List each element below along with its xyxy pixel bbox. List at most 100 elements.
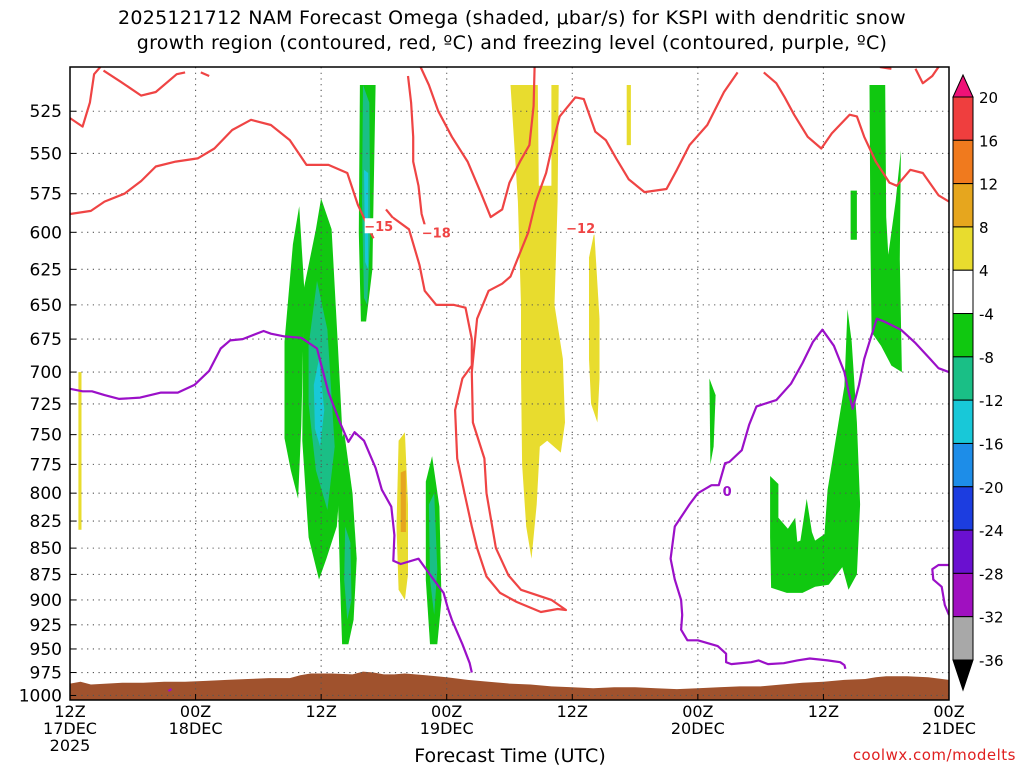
colorbar-bin xyxy=(952,226,974,271)
omega-region-yellow-4 xyxy=(626,85,631,146)
omega-region-yellow-2 xyxy=(510,85,565,559)
fzl-freezing-level-3 xyxy=(931,563,949,616)
y-tick-label: 600 xyxy=(30,223,62,243)
y-tick-label: 825 xyxy=(30,512,62,532)
colorbar-bin xyxy=(952,356,974,401)
fzl-freezing-level-1 xyxy=(70,329,473,673)
y-tick-label: 700 xyxy=(30,363,62,383)
x-tick-label: 12Z xyxy=(305,702,336,721)
colorbar-label: -36 xyxy=(979,652,1004,670)
colorbar-label: -8 xyxy=(979,349,994,367)
omega-region-green-7 xyxy=(770,309,861,593)
y-tick-label: 775 xyxy=(30,455,62,475)
colorbar-label: 8 xyxy=(979,219,989,237)
colorbar-label: -32 xyxy=(979,609,1004,627)
x-tick-label: 20DEC xyxy=(671,719,725,738)
y-tick-label: 975 xyxy=(30,664,62,684)
omega-region-green-9 xyxy=(850,190,857,240)
colorbar-label: -24 xyxy=(979,522,1004,540)
colorbar-bin xyxy=(952,529,974,574)
dgz-contour-minus12 xyxy=(70,67,102,128)
y-tick-label: 900 xyxy=(30,591,62,611)
y-tick-label: 625 xyxy=(30,260,62,280)
omega-region-cyan-1 xyxy=(313,359,325,447)
fzl-label-freezing-level-2: 0 xyxy=(723,485,732,500)
dgz-contour-minus12d xyxy=(763,71,949,203)
colorbar-label: -28 xyxy=(979,565,1004,583)
y-tick-label: 875 xyxy=(30,565,62,585)
colorbar-label: 20 xyxy=(979,89,998,107)
x-tick-label: 12Z xyxy=(808,702,839,721)
x-tick-label: 00Z xyxy=(682,702,713,721)
colorbar-label: 12 xyxy=(979,176,998,194)
fzl-freezing-level-4 xyxy=(167,688,173,692)
omega-region-teal-2 xyxy=(344,526,352,620)
dgz-contour-minus12c xyxy=(200,71,210,78)
dgz-contour-minus15b xyxy=(385,71,739,614)
colorbar-bin xyxy=(952,313,974,358)
y-tick-label: 650 xyxy=(30,296,62,316)
fzl-freezing-level-2 xyxy=(669,317,949,670)
dgz-label-contour-minus18: −18 xyxy=(422,226,451,241)
x-tick-label: 00Z xyxy=(933,702,964,721)
credit-link[interactable]: coolwx.com/modelts xyxy=(852,746,1016,764)
y-tick-label: 800 xyxy=(30,484,62,504)
dgz-contour-minus18 xyxy=(406,75,426,226)
colorbar-bin xyxy=(952,572,974,618)
colorbar-bin xyxy=(952,486,974,531)
dgz-contour-minus12e xyxy=(914,67,940,85)
omega-region-green-1 xyxy=(284,206,305,499)
y-tick-label: 925 xyxy=(30,616,62,636)
x-tick-label: 12Z xyxy=(54,702,85,721)
colorbar-top-arrow xyxy=(952,73,974,98)
chart-title-line-2: growth region (contoured, red, ºC) and f… xyxy=(136,32,888,54)
x-tick-label: 00Z xyxy=(431,702,462,721)
colorbar-bin xyxy=(952,139,974,185)
dgz-label-contour-minus12: −12 xyxy=(566,222,595,237)
omega-region-teal-4 xyxy=(428,493,438,615)
y-tick-label: 850 xyxy=(30,539,62,559)
y-tick-label: 750 xyxy=(30,426,62,446)
plot-frame xyxy=(69,66,950,701)
omega-region-green-8 xyxy=(869,85,902,373)
x-tick-label: 18DEC xyxy=(169,719,223,738)
omega-region-green-6 xyxy=(709,378,716,465)
dgz-contour-minus18b xyxy=(419,67,536,219)
colorbar-label: -20 xyxy=(979,479,1004,497)
y-tick-label: 525 xyxy=(30,102,62,122)
colorbar-bin xyxy=(952,96,974,141)
y-tick-label: 675 xyxy=(30,330,62,350)
y-tick-label: 950 xyxy=(30,640,62,660)
dgz-label-contour-minus12-bg xyxy=(566,219,595,235)
omega-region-yellow-3 xyxy=(589,232,600,423)
x-tick-label: 19DEC xyxy=(420,719,474,738)
chart-title-line-1: 2025121712 NAM Forecast Omega (shaded, μ… xyxy=(117,7,907,29)
y-tick-label: 575 xyxy=(30,185,62,205)
y-tick-label: 550 xyxy=(30,144,62,164)
colorbar-bin xyxy=(952,442,974,488)
y-tick-label: 1000 xyxy=(19,686,62,706)
fzl-label-freezing-level-2-bg xyxy=(721,482,734,498)
x-tick-label: 00Z xyxy=(180,702,211,721)
dgz-contour-minus15 xyxy=(70,118,375,239)
colorbar-label: 4 xyxy=(979,262,989,280)
omega-region-yellow-1 xyxy=(78,372,82,530)
x-tick-label: 17DEC xyxy=(43,719,97,738)
omega-region-orange-1 xyxy=(400,470,406,532)
colorbar-label: 16 xyxy=(979,132,998,150)
dgz-label-contour-minus15: −15 xyxy=(364,220,393,235)
colorbar-label: -4 xyxy=(979,306,994,324)
dgz-label-contour-minus18-bg xyxy=(422,224,451,240)
colorbar-bin xyxy=(952,183,974,228)
dgz-contour-minus12b xyxy=(102,69,186,97)
x-tick-label: 21DEC xyxy=(922,719,976,738)
colorbar-label: -12 xyxy=(979,392,1004,410)
colorbar-bin xyxy=(952,399,974,444)
x-axis-title: Forecast Time (UTC) xyxy=(414,745,606,767)
colorbar-bin xyxy=(952,269,974,315)
colorbar-label: -16 xyxy=(979,436,1004,454)
y-tick-label: 725 xyxy=(30,395,62,415)
dgz-label-contour-minus15-bg xyxy=(364,218,393,234)
terrain-surface xyxy=(70,671,949,700)
